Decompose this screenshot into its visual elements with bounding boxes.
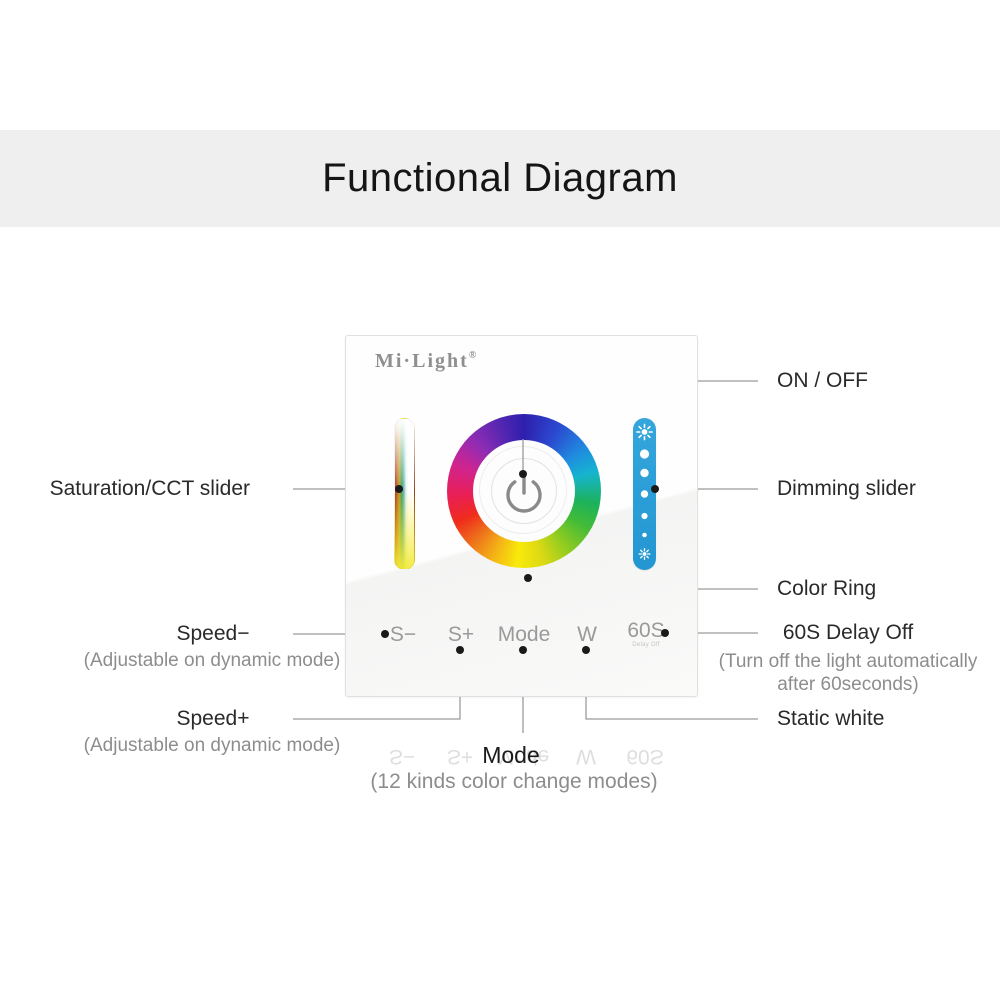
saturation-cct-slider[interactable] [394, 418, 415, 570]
button-s-minus[interactable]: S− [389, 623, 417, 646]
brand-logo: Mi·Light® [375, 350, 476, 373]
label-60s-delay-off: 60S Delay Off [782, 621, 914, 644]
brightness-high-icon [636, 423, 653, 441]
note-speed-minus: (Adjustable on dynamic mode) [83, 650, 341, 671]
color-ring[interactable] [447, 414, 601, 568]
brightness-low-icon [638, 547, 651, 561]
power-halo-inner [491, 458, 557, 524]
dimming-slider-icons [636, 423, 653, 561]
button-w[interactable]: W [577, 623, 597, 646]
button-60s-label: 60S [627, 619, 665, 642]
brand-text: Mi·Light [375, 350, 469, 372]
registered-mark: ® [468, 350, 477, 361]
label-on-off: ON / OFF [777, 369, 868, 392]
label-speed-plus: Speed+ [176, 707, 250, 730]
label-mode: Mode [482, 742, 540, 768]
note-60s-line1: (Turn off the light automatically [718, 651, 978, 672]
button-60s-sublabel: Delay Off [632, 642, 660, 648]
label-speed-minus: Speed− [176, 622, 250, 645]
note-speed-plus: (Adjustable on dynamic mode) [83, 735, 341, 756]
title-banner: Functional Diagram [0, 130, 1000, 227]
dimming-level-dots [639, 449, 650, 538]
button-s-plus[interactable]: S+ [447, 623, 475, 646]
label-color-ring: Color Ring [777, 577, 877, 600]
dimming-slider[interactable] [633, 418, 656, 570]
button-mode[interactable]: Mode [497, 623, 551, 646]
touch-panel: Mi·Light® [345, 335, 698, 697]
note-60s-line2: after 60seconds) [777, 674, 919, 695]
power-icon[interactable] [502, 471, 546, 515]
label-static-white: Static white [777, 707, 885, 730]
button-60s[interactable]: 60S Delay Off [621, 619, 671, 649]
label-saturation-slider: Saturation/CCT slider [49, 477, 250, 500]
note-mode: (12 kinds color change modes) [370, 770, 658, 793]
page-title: Functional Diagram [322, 156, 678, 200]
reflection-60s: 60S [626, 745, 664, 768]
ring-center [473, 440, 575, 542]
label-dimming-slider: Dimming slider [777, 477, 916, 500]
reflection-s-minus: S− [388, 745, 416, 768]
